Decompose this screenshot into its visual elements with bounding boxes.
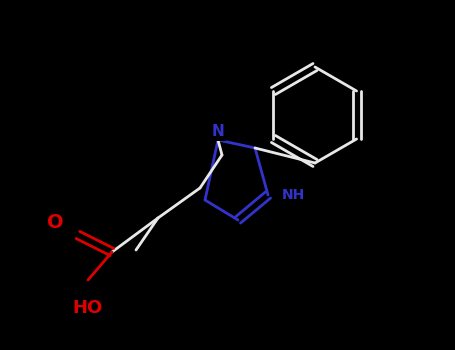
Text: NH: NH (282, 188, 305, 202)
Text: N: N (212, 125, 224, 140)
Text: HO: HO (73, 299, 103, 317)
Text: O: O (47, 212, 63, 231)
